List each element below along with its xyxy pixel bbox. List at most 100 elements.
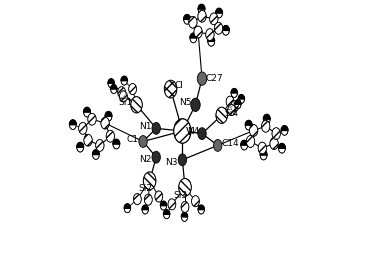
Text: C27: C27 [205,74,223,83]
Ellipse shape [192,196,199,207]
Ellipse shape [124,204,131,213]
Ellipse shape [174,119,191,143]
Ellipse shape [118,87,125,98]
Polygon shape [108,79,114,83]
Ellipse shape [190,33,197,43]
Text: C14: C14 [221,139,239,148]
Ellipse shape [191,98,200,111]
Ellipse shape [235,100,241,109]
Ellipse shape [216,8,222,18]
Ellipse shape [131,97,142,113]
Polygon shape [124,204,131,208]
Ellipse shape [101,117,109,129]
Ellipse shape [179,178,191,196]
Polygon shape [164,210,170,214]
Ellipse shape [208,37,215,46]
Polygon shape [198,205,204,210]
Polygon shape [281,126,288,130]
Text: N5: N5 [179,98,192,107]
Ellipse shape [113,139,120,149]
Ellipse shape [92,150,99,159]
Text: Si3: Si3 [174,191,188,200]
Polygon shape [245,121,252,125]
Ellipse shape [198,10,206,22]
Ellipse shape [231,101,239,112]
Ellipse shape [96,139,104,151]
Ellipse shape [143,172,156,190]
Polygon shape [84,107,90,112]
Ellipse shape [262,120,270,132]
Ellipse shape [258,142,266,154]
Polygon shape [105,112,112,116]
Ellipse shape [129,84,137,95]
Ellipse shape [270,138,278,150]
Polygon shape [190,33,197,38]
Ellipse shape [198,128,206,140]
Ellipse shape [216,107,228,123]
Ellipse shape [77,143,84,152]
Ellipse shape [226,96,234,107]
Ellipse shape [106,130,115,142]
Text: Si2: Si2 [138,184,152,193]
Ellipse shape [108,79,114,88]
Ellipse shape [178,154,186,166]
Polygon shape [184,15,191,19]
Polygon shape [181,212,188,217]
Ellipse shape [168,199,176,210]
Ellipse shape [238,95,245,103]
Ellipse shape [142,205,148,214]
Polygon shape [111,85,117,89]
Text: N4: N4 [187,127,199,136]
Ellipse shape [181,201,189,212]
Ellipse shape [231,89,238,97]
Ellipse shape [160,201,166,210]
Ellipse shape [198,4,205,14]
Ellipse shape [152,151,160,163]
Ellipse shape [263,114,270,124]
Ellipse shape [241,140,248,150]
Polygon shape [260,150,267,155]
Ellipse shape [245,121,252,130]
Text: Cl: Cl [175,81,184,90]
Polygon shape [235,100,241,104]
Ellipse shape [79,122,87,134]
Ellipse shape [272,128,280,140]
Ellipse shape [164,80,177,98]
Ellipse shape [84,134,92,146]
Ellipse shape [184,15,191,24]
Ellipse shape [155,191,163,202]
Polygon shape [121,76,127,81]
Polygon shape [241,140,248,145]
Polygon shape [208,37,215,41]
Ellipse shape [152,122,160,134]
Ellipse shape [84,107,90,117]
Polygon shape [231,89,238,93]
Ellipse shape [144,194,152,205]
Ellipse shape [213,139,222,151]
Polygon shape [113,139,120,144]
Ellipse shape [70,120,76,129]
Ellipse shape [279,144,285,153]
Ellipse shape [134,194,141,205]
Ellipse shape [246,135,255,148]
Polygon shape [222,26,229,30]
Polygon shape [70,120,76,125]
Ellipse shape [228,105,236,116]
Polygon shape [279,144,285,148]
Text: Si4: Si4 [225,109,239,118]
Ellipse shape [210,13,218,25]
Polygon shape [142,205,148,210]
Text: Si1: Si1 [118,98,132,107]
Polygon shape [77,143,84,147]
Ellipse shape [206,29,214,41]
Ellipse shape [194,26,202,38]
Ellipse shape [111,85,117,94]
Text: N2: N2 [139,155,151,164]
Polygon shape [263,114,270,119]
Ellipse shape [121,76,127,85]
Ellipse shape [120,91,127,102]
Ellipse shape [105,112,112,121]
Polygon shape [238,95,245,99]
Ellipse shape [181,212,188,221]
Ellipse shape [197,72,207,85]
